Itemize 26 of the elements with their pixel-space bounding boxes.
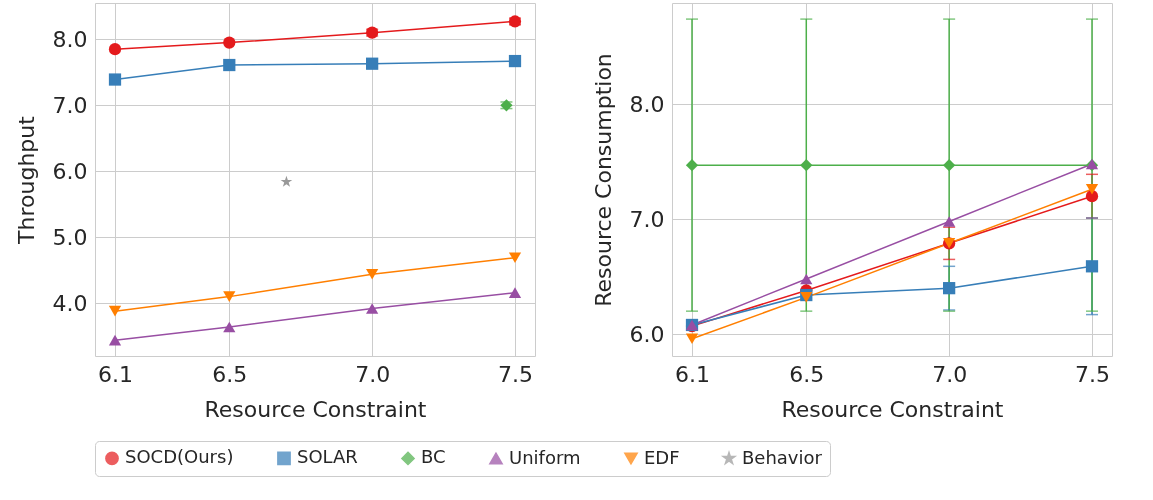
y-axis-title: Throughput <box>13 115 39 245</box>
x-tick-label: 6.5 <box>789 361 825 387</box>
x-axis-title: Resource Constraint <box>781 396 1004 422</box>
x-tick-label: 6.1 <box>675 361 710 387</box>
y-tick-label: 4.0 <box>52 290 88 316</box>
y-tick-label: 8.0 <box>629 91 665 117</box>
x-tick-label: 7.5 <box>498 361 533 387</box>
x-tick-label: 7.0 <box>932 361 968 387</box>
x-tick-label: 7.5 <box>1075 361 1110 387</box>
x-tick-label: 7.0 <box>355 361 391 387</box>
legend-label: BC <box>421 446 446 468</box>
legend-label: SOLAR <box>297 446 358 468</box>
y-tick-label: 7.0 <box>52 92 88 118</box>
x-axis-title: Resource Constraint <box>204 396 427 422</box>
y-tick-label: 7.0 <box>629 206 665 232</box>
y-tick-label: 6.0 <box>52 158 88 184</box>
y-tick-label: 8.0 <box>52 26 88 52</box>
x-tick-label: 6.5 <box>212 361 248 387</box>
y-tick-label: 6.0 <box>629 321 665 347</box>
legend-label: EDF <box>644 446 680 468</box>
y-axis-title: Resource Consumption <box>590 53 616 307</box>
legend-label: Uniform <box>509 446 581 468</box>
x-tick-label: 6.1 <box>98 361 133 387</box>
legend-label: Behavior <box>742 446 823 468</box>
y-tick-label: 5.0 <box>52 224 88 250</box>
legend-label: SOCD(Ours) <box>125 446 234 468</box>
